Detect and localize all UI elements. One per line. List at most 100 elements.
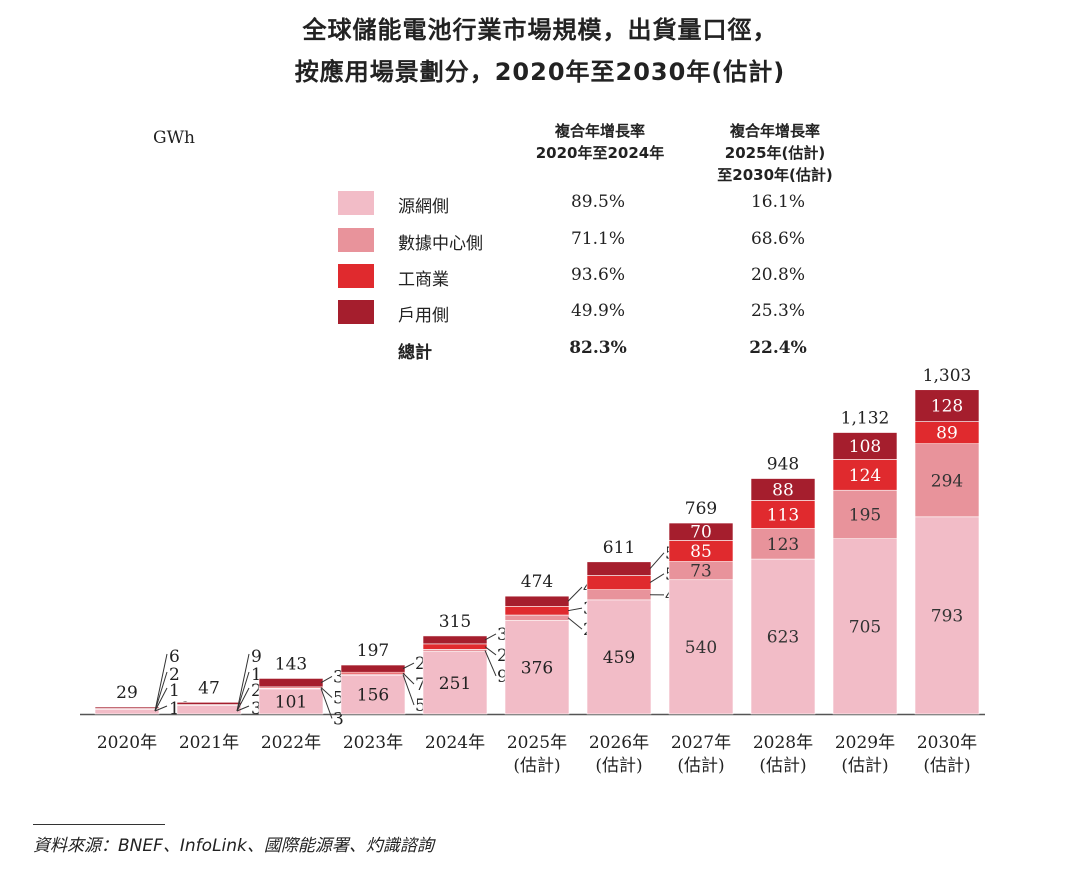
cagr-2020-2024: 82.3%: [569, 338, 627, 358]
callout-leader: [567, 586, 583, 602]
segment-value-label: 101: [275, 692, 307, 712]
callout-leader: [402, 662, 415, 670]
segment-value-label: 376: [521, 658, 553, 678]
bar-segment: [340, 664, 406, 673]
segment-value-label: 9: [497, 667, 508, 687]
segment-value-label: 195: [849, 505, 881, 525]
bar-segment: [258, 678, 324, 688]
bar-segment: [914, 516, 980, 715]
x-tick-sublabel: (估計): [923, 756, 970, 776]
callout-leader: [320, 676, 333, 684]
segment-value-label: 88: [772, 480, 794, 500]
callout-leader: [484, 633, 497, 641]
callout-leader: [154, 671, 168, 712]
callout-leader: [484, 650, 497, 677]
callout-leader: [484, 646, 497, 656]
bar-segment: [832, 489, 898, 539]
total-label: 611: [603, 538, 635, 558]
callout-leader: [402, 672, 415, 685]
segment-value-label: 1: [169, 681, 180, 701]
bar-segment: [504, 595, 570, 607]
x-tick-sublabel: (估計): [595, 756, 642, 776]
bar-segment: [340, 674, 406, 715]
segment-value-label: 128: [931, 397, 963, 417]
bar-segment: [914, 389, 980, 422]
bar-segment: [914, 443, 980, 518]
segment-value-label: 108: [849, 437, 881, 457]
total-label: 1,303: [923, 366, 972, 386]
total-label: 315: [439, 612, 471, 632]
bar-segment: [258, 688, 324, 715]
bar-segment: [668, 522, 734, 541]
bar-segment: [504, 614, 570, 621]
legend-label: 總計: [398, 343, 432, 363]
cagr-header-line: 至2030年(估計): [717, 166, 833, 184]
bar-segment: [668, 579, 734, 715]
bar-segment: [832, 538, 898, 715]
segment-value-label: 793: [931, 606, 963, 626]
cagr-header-line: 複合年增長率: [554, 122, 645, 140]
cagr-2025-2030: 16.1%: [750, 192, 805, 212]
cagr-2025-2030: 25.3%: [750, 301, 805, 321]
cagr-header-line: 複合年增長率: [729, 122, 820, 140]
unit-label: GWh: [153, 128, 196, 148]
bar-segment: [176, 702, 242, 705]
total-label: 197: [357, 641, 389, 661]
chart-title-line-2: 按應用場景劃分，2020年至2030年(估計): [294, 58, 786, 86]
segment-value-label: 540: [685, 638, 717, 658]
bar-segment: [504, 620, 570, 715]
bar-segment: [586, 589, 652, 601]
legend-row-household: 戶用側 49.9% 25.3%: [338, 300, 838, 326]
segment-value-label: 89: [936, 424, 958, 444]
segment-value-label: 251: [439, 674, 471, 694]
x-tick-label: 2027年: [671, 733, 731, 753]
callout-leader: [567, 607, 583, 612]
bar-segment: [94, 708, 160, 715]
bar-segment: [586, 561, 652, 576]
callout-leader: [236, 687, 250, 712]
bar-segment: [586, 575, 652, 590]
segment-value-label: 1: [251, 665, 262, 685]
bar-segment: [422, 643, 488, 650]
bar-segment: [504, 606, 570, 616]
bar-segment: [586, 599, 652, 715]
segment-value-label: 623: [767, 628, 799, 648]
source-divider: [33, 824, 165, 825]
segment-value-label: 294: [931, 471, 963, 491]
x-tick-sublabel: (估計): [677, 756, 724, 776]
cagr-2020-2024: 89.5%: [570, 192, 625, 212]
segment-value-label: 124: [849, 466, 881, 486]
total-label: 769: [685, 499, 717, 519]
callout-leader: [154, 653, 168, 712]
callout-leader: [567, 617, 583, 630]
segment-value-label: 2: [251, 681, 262, 701]
cagr-header-line: 2025年(估計): [724, 144, 826, 162]
cagr-2020-2024: 49.9%: [570, 301, 625, 321]
legend-label: 數據中心側: [398, 234, 483, 254]
legend-swatch: [338, 300, 374, 324]
segment-value-label: 5: [333, 688, 344, 708]
segment-value-label: 459: [603, 648, 635, 668]
segment-value-label: 70: [690, 523, 712, 543]
cagr-2020-2024: 71.1%: [570, 229, 625, 249]
callout-leader: [649, 573, 665, 584]
x-tick-label: 2021年: [179, 733, 239, 753]
bar-segment: [750, 478, 816, 501]
bar-segment: [422, 649, 488, 652]
cagr-2025-2030: 22.4%: [749, 338, 807, 358]
callout-leader: [649, 552, 665, 569]
bar-segment: [750, 558, 816, 715]
callout-leader: [154, 705, 168, 712]
legend-row-data-center: 數據中心側 71.1% 68.6%: [338, 228, 838, 254]
callout-leader: [402, 674, 415, 706]
cagr-header-2025-2030: 複合年增長率 2025年(估計) 至2030年(估計): [690, 120, 860, 186]
bar-segment: [750, 528, 816, 560]
legend-row-commercial: 工商業 93.6% 20.8%: [338, 264, 838, 290]
legend-label: 工商業: [398, 270, 449, 290]
segment-value-label: 6: [169, 647, 180, 667]
cagr-header-2020-2024: 複合年增長率 2020年至2024年: [520, 120, 680, 164]
segment-value-label: 85: [690, 542, 712, 562]
chart-title-line-1: 全球儲能電池行業市場規模，出貨量口徑，: [302, 16, 778, 44]
x-tick-label: 2023年: [343, 733, 403, 753]
